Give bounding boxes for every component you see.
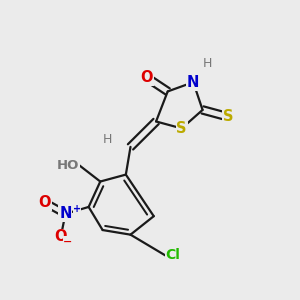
Text: H: H xyxy=(202,57,212,70)
Text: −: − xyxy=(63,237,72,247)
Text: S: S xyxy=(176,121,187,136)
Text: HO: HO xyxy=(57,159,79,172)
Text: +: + xyxy=(73,204,81,214)
Text: N: N xyxy=(59,206,72,221)
Text: Cl: Cl xyxy=(165,248,180,262)
Text: O: O xyxy=(140,70,153,85)
Text: O: O xyxy=(38,195,51,210)
Text: H: H xyxy=(103,134,112,146)
Text: O: O xyxy=(55,230,67,244)
Text: S: S xyxy=(223,109,233,124)
Text: N: N xyxy=(187,75,200,90)
